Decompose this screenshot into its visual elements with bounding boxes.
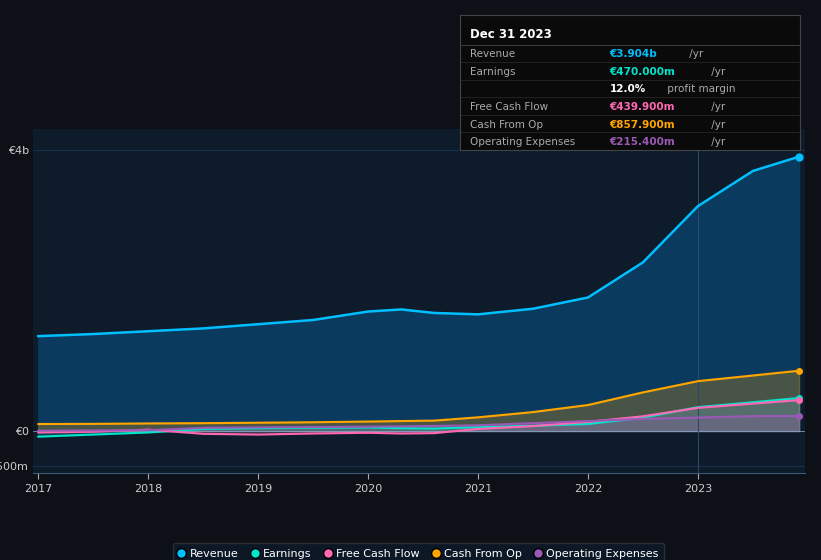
Text: profit margin: profit margin xyxy=(664,85,736,95)
Text: Free Cash Flow: Free Cash Flow xyxy=(470,102,548,112)
Text: €3.904b: €3.904b xyxy=(610,49,658,59)
Text: €439.900m: €439.900m xyxy=(610,102,675,112)
Text: Cash From Op: Cash From Op xyxy=(470,119,544,129)
Text: €470.000m: €470.000m xyxy=(610,67,676,77)
Text: Earnings: Earnings xyxy=(470,67,516,77)
Text: Revenue: Revenue xyxy=(470,49,516,59)
Text: /yr: /yr xyxy=(708,137,725,147)
Text: /yr: /yr xyxy=(708,67,725,77)
Text: /yr: /yr xyxy=(708,119,725,129)
Text: 12.0%: 12.0% xyxy=(610,85,646,95)
Text: /yr: /yr xyxy=(708,102,725,112)
Text: Dec 31 2023: Dec 31 2023 xyxy=(470,29,552,41)
Text: €215.400m: €215.400m xyxy=(610,137,676,147)
Text: /yr: /yr xyxy=(686,49,703,59)
Text: €857.900m: €857.900m xyxy=(610,119,675,129)
Text: Operating Expenses: Operating Expenses xyxy=(470,137,576,147)
Legend: Revenue, Earnings, Free Cash Flow, Cash From Op, Operating Expenses: Revenue, Earnings, Free Cash Flow, Cash … xyxy=(173,543,664,560)
